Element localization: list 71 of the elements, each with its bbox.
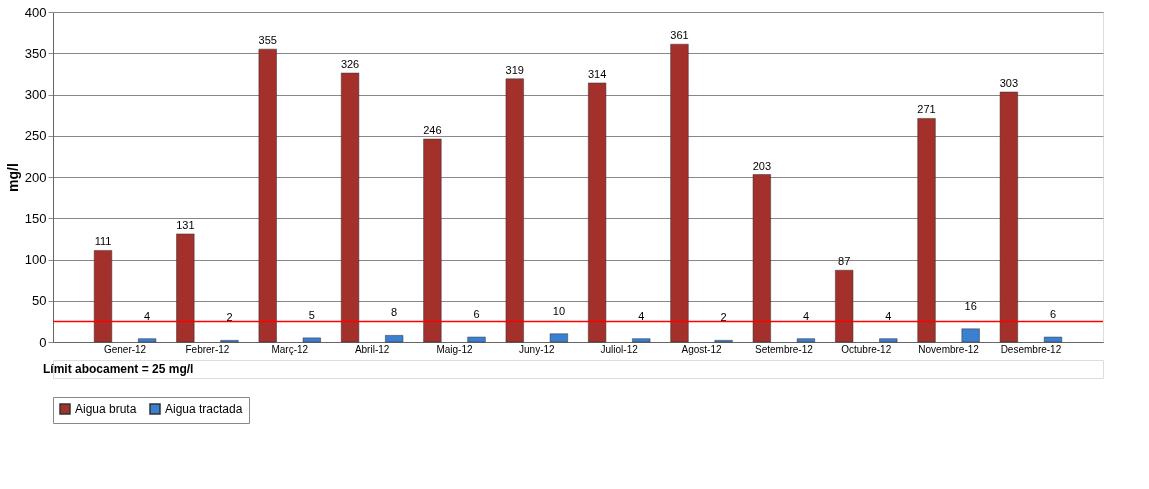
bar: [879, 338, 898, 343]
legend-label: Aigua bruta: [75, 402, 137, 416]
data-label: 2: [720, 311, 727, 324]
data-label: 16: [964, 299, 977, 312]
y-tick-label: 0: [39, 334, 47, 350]
x-tick-label: Octubre-12: [841, 343, 892, 355]
legend-label: Aigua tractada: [165, 402, 243, 416]
bar: [138, 338, 157, 343]
bar: [385, 335, 404, 343]
bar: [467, 336, 486, 343]
x-tick-label: Setembre-12: [754, 343, 814, 355]
x-tick-label: Abril-12: [354, 343, 390, 355]
bar: [302, 337, 321, 343]
bar: [340, 72, 360, 343]
data-label: 246: [423, 124, 442, 137]
y-tick-label: 300: [24, 87, 47, 102]
bar: [505, 78, 524, 343]
data-label: 203: [752, 159, 771, 172]
bar: [752, 174, 771, 343]
bar: [670, 43, 689, 343]
data-label: 10: [552, 304, 566, 317]
data-label: 326: [340, 58, 360, 71]
bar: [1043, 336, 1063, 343]
data-label: 319: [505, 63, 524, 76]
data-label: 5: [308, 308, 315, 321]
bar: [917, 118, 936, 343]
data-label: 6: [1049, 308, 1057, 321]
bar: [796, 338, 816, 343]
data-label: 111: [94, 235, 112, 248]
data-label: 6: [473, 308, 480, 321]
data-label: 4: [885, 309, 892, 322]
x-tick-label: Juliol-12: [600, 343, 639, 355]
bar: [423, 138, 442, 343]
bar: [588, 82, 607, 343]
y-tick-label: 100: [24, 252, 47, 267]
data-label: 271: [917, 103, 936, 116]
x-tick-label: Desembre-12: [1000, 343, 1062, 355]
x-tick-label: Març-12: [271, 343, 309, 355]
data-label: 303: [999, 77, 1019, 90]
data-label: 361: [670, 29, 689, 42]
y-axis-title: mg/l: [4, 163, 21, 192]
bar: [999, 91, 1018, 343]
data-label: 4: [144, 309, 151, 322]
x-tick-label: Agost-12: [681, 343, 722, 355]
data-label: 314: [587, 67, 607, 80]
bar: [961, 328, 980, 343]
data-label: 4: [638, 309, 645, 322]
bar: [835, 269, 854, 343]
data-label: 131: [176, 218, 195, 231]
x-tick-label: Gener-12: [103, 343, 147, 355]
x-tick-label: Febrer-12: [185, 343, 230, 355]
y-tick-label: 350: [24, 45, 47, 61]
y-tick-label: 400: [24, 4, 47, 20]
bar: [258, 48, 277, 343]
bar: [93, 250, 113, 343]
y-tick-label: 250: [24, 128, 47, 144]
x-tick-label: Maig-12: [436, 343, 473, 355]
data-label: 4: [802, 309, 809, 322]
y-tick-label: 200: [24, 169, 47, 185]
bar: [632, 338, 651, 343]
bar: [176, 233, 195, 343]
data-label: 355: [258, 34, 277, 47]
data-label: 2: [226, 311, 233, 324]
x-tick-label: Novembre-12: [918, 343, 980, 355]
y-tick-label: 50: [32, 293, 47, 309]
bar: [549, 333, 568, 343]
x-tick-label: Juny-12: [519, 343, 556, 355]
y-tick-label: 150: [24, 210, 47, 226]
text: Límit abocament = 25 mg/l: [43, 362, 194, 376]
data-label: 87: [838, 255, 851, 268]
data-label: 8: [391, 306, 398, 319]
